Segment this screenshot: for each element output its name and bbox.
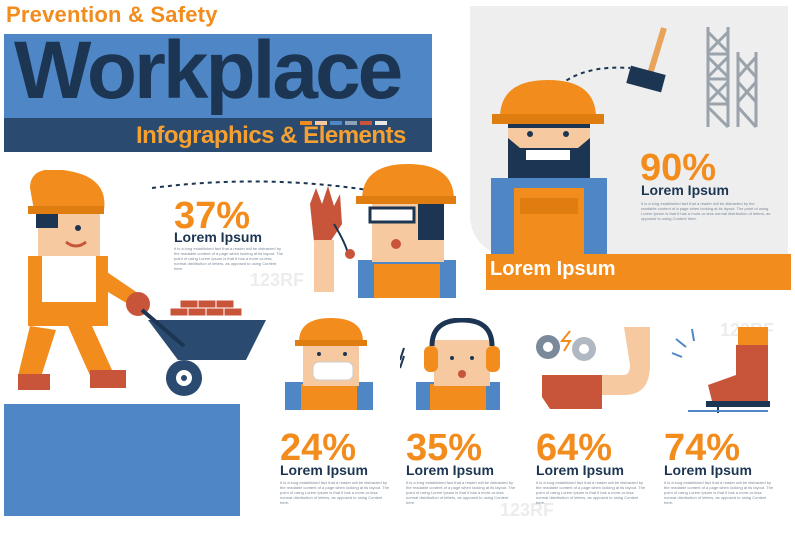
stat-37-percent: 37%: [174, 195, 251, 237]
nail-boot-icon: [671, 327, 770, 413]
bearded-worker-icon: [491, 80, 607, 254]
stat-37-heading: Lorem Ipsum: [174, 229, 262, 245]
stat-35-heading: Lorem Ipsum: [406, 462, 494, 478]
safety-glasses-worker-icon: [310, 164, 456, 298]
stat-24-heading: Lorem Ipsum: [280, 462, 368, 478]
stat-90-body: It is a long established fact that a rea…: [641, 201, 771, 221]
stat-74-percent: 74%: [664, 427, 741, 469]
stat-35-body: It is a long established fact that a rea…: [406, 480, 516, 505]
electric-hand-icon: [536, 327, 650, 409]
dashed-line: [151, 180, 369, 191]
stat-64-percent: 64%: [536, 427, 613, 469]
orange-bar-label: Lorem Ipsum: [490, 258, 616, 280]
stat-24-percent: 24%: [280, 427, 357, 469]
prevention-safety-title: Prevention & Safety: [6, 2, 218, 27]
face-mask-worker-icon: [285, 318, 373, 410]
stat-35-percent: 35%: [406, 427, 483, 469]
stat-64-body: It is a long established fact that a rea…: [536, 480, 646, 505]
subtitle: Infographics & Elements: [136, 122, 406, 149]
hammer-path-line: [559, 66, 631, 86]
watermark: 123RF: [500, 500, 555, 520]
ground-block: [4, 404, 240, 516]
orange-label-bar: [486, 254, 791, 290]
stat-64-heading: Lorem Ipsum: [536, 462, 624, 478]
watermark: 123RF: [250, 270, 305, 290]
stat-74-heading: Lorem Ipsum: [664, 462, 752, 478]
stat-90-percent: 90%: [640, 147, 717, 189]
stat-74-body: It is a long established fact that a rea…: [664, 480, 774, 505]
ear-muffs-worker-icon: [400, 318, 500, 410]
stat-37-body: It is a long established fact that a rea…: [174, 246, 284, 271]
workplace-title: Workplace: [14, 25, 403, 116]
stat-90-heading: Lorem Ipsum: [641, 182, 729, 198]
color-dots: [300, 112, 390, 130]
stat-24-body: It is a long established fact that a rea…: [280, 480, 390, 505]
hammer-icon: [626, 27, 667, 93]
scaffold-icon: [706, 27, 758, 129]
wheelbarrow-worker-icon: [18, 170, 266, 396]
